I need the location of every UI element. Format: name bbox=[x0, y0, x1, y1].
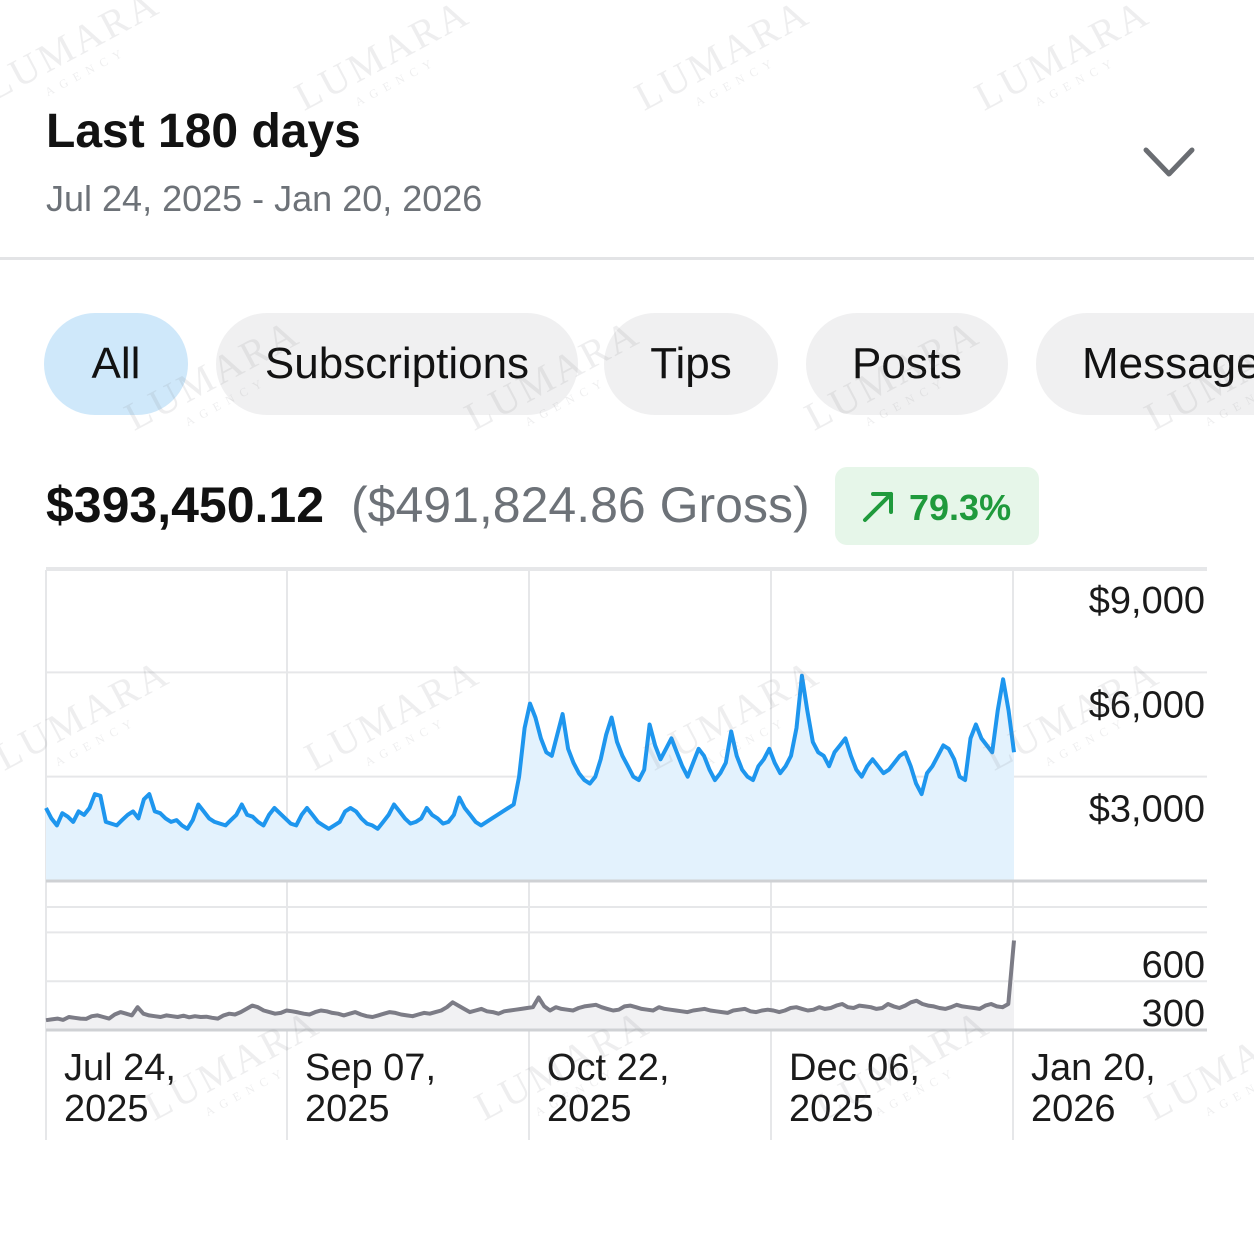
x-tick-label: Sep 07, 2025 bbox=[305, 1047, 436, 1130]
header-divider bbox=[0, 257, 1254, 260]
tab-subscriptions[interactable]: Subscriptions bbox=[216, 313, 578, 415]
chevron-down-icon[interactable] bbox=[1136, 138, 1202, 188]
count-line bbox=[45, 940, 1016, 1023]
x-tick-label: Jul 24, 2025 bbox=[64, 1047, 176, 1130]
y-tick-label: $6,000 bbox=[1089, 684, 1205, 726]
tab-messages[interactable]: Messages bbox=[1036, 313, 1254, 415]
trend-up-icon bbox=[863, 492, 893, 522]
y-tick-label: $3,000 bbox=[1089, 789, 1205, 831]
earnings-area bbox=[46, 675, 1014, 881]
tab-all[interactable]: All bbox=[44, 313, 188, 415]
change-badge: 79.3% bbox=[835, 467, 1039, 545]
date-range: Jul 24, 2025 - Jan 20, 2026 bbox=[46, 178, 483, 219]
earnings-line bbox=[44, 673, 1016, 831]
y-tick-label: 600 bbox=[1142, 944, 1205, 986]
count-area bbox=[46, 940, 1014, 1030]
net-earnings: $393,450.12 bbox=[46, 477, 325, 533]
category-tabs: All Subscriptions Tips Posts Messages bbox=[0, 313, 1254, 417]
tab-posts[interactable]: Posts bbox=[806, 313, 1008, 415]
tab-tips[interactable]: Tips bbox=[604, 313, 778, 415]
x-tick-label: Oct 22, 2025 bbox=[547, 1047, 670, 1130]
y-tick-label: 300 bbox=[1142, 993, 1205, 1035]
x-tick-label: Jan 20, 2026 bbox=[1031, 1047, 1156, 1130]
gross-earnings: ($491,824.86 Gross) bbox=[351, 477, 810, 533]
y-tick-label: $9,000 bbox=[1089, 580, 1205, 622]
x-tick-label: Dec 06, 2025 bbox=[789, 1047, 920, 1130]
period-selector[interactable]: Last 180 days Jul 24, 2025 - Jan 20, 202… bbox=[0, 0, 1254, 258]
period-title: Last 180 days bbox=[46, 105, 361, 158]
earnings-summary: $393,450.12 ($491,824.86 Gross) 79.3% bbox=[46, 467, 1146, 546]
change-percent: 79.3% bbox=[909, 487, 1012, 528]
